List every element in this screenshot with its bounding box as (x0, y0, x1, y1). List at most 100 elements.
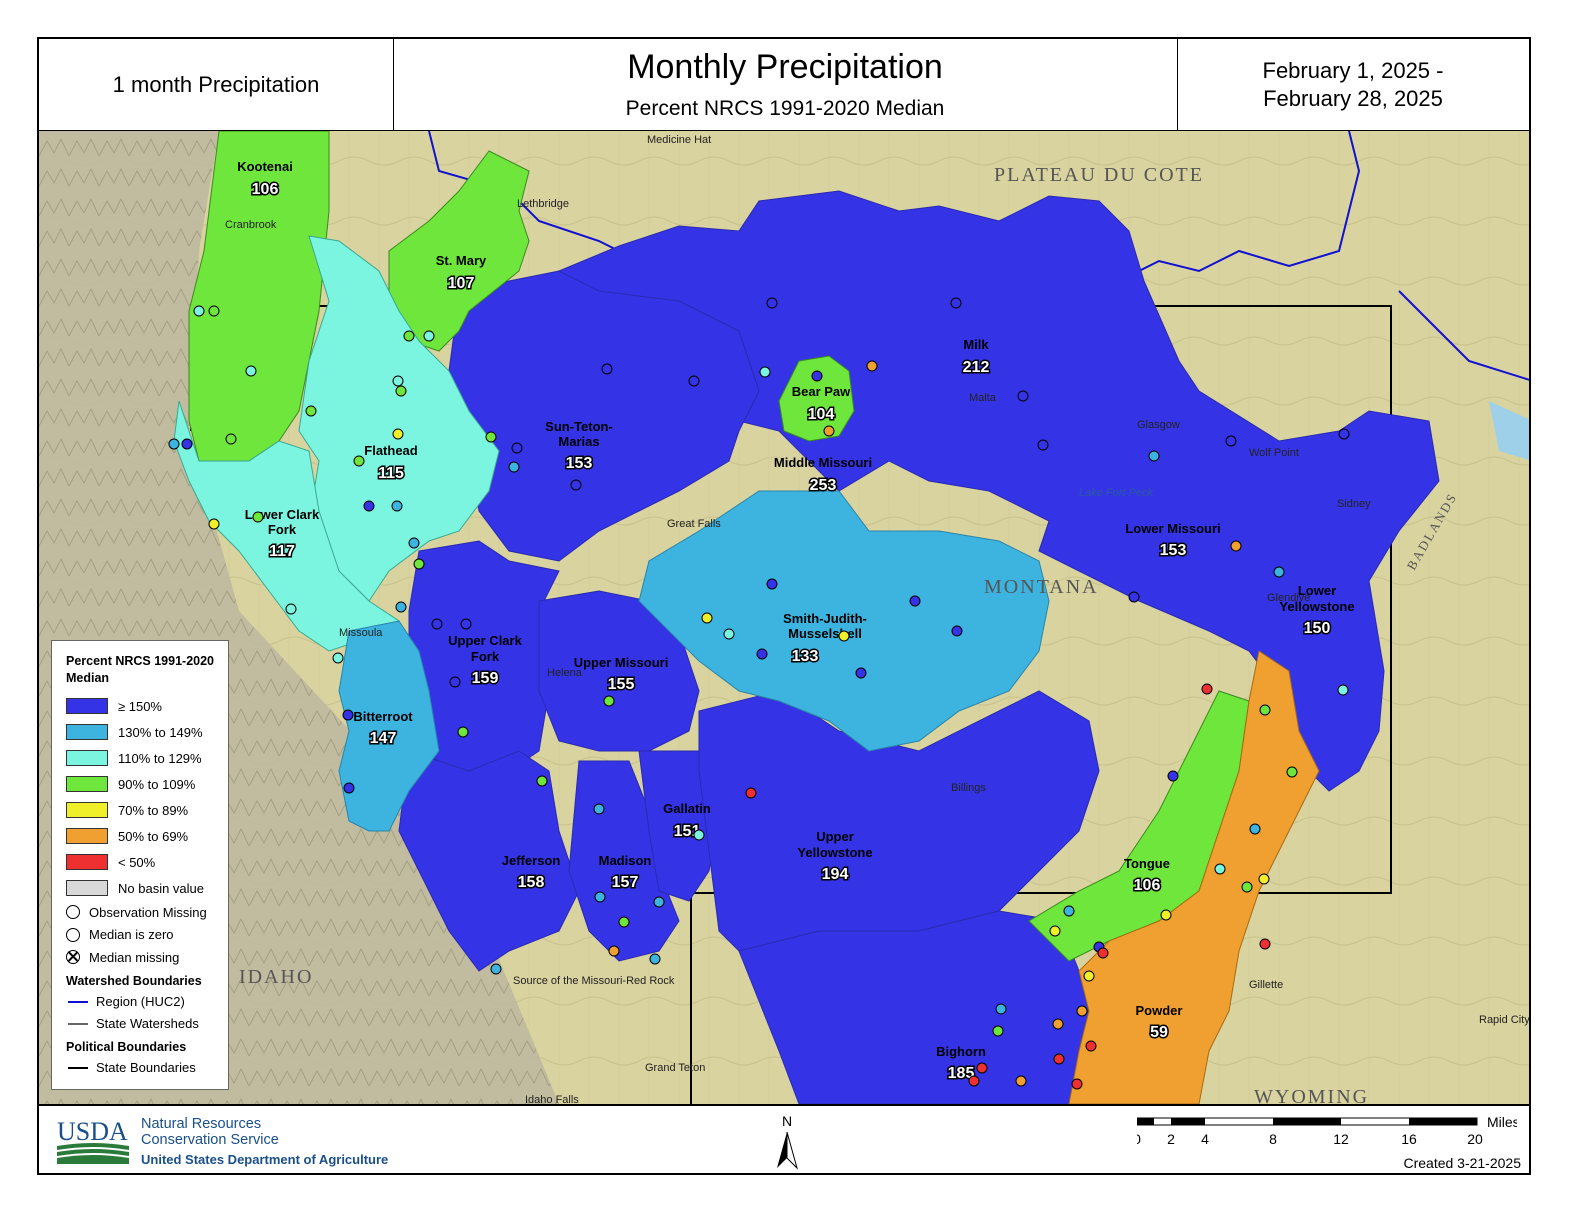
station-marker[interactable] (208, 518, 220, 530)
basin-smith-judith-musselshell[interactable] (638, 490, 1050, 752)
station-marker[interactable] (968, 1075, 980, 1087)
station-marker[interactable] (1259, 704, 1271, 716)
station-marker[interactable] (811, 370, 823, 382)
station-marker[interactable] (693, 829, 705, 841)
station-marker[interactable] (508, 461, 520, 473)
station-marker[interactable] (168, 438, 180, 450)
station-marker[interactable] (1258, 873, 1270, 885)
station-marker[interactable] (976, 1062, 988, 1074)
station-marker[interactable] (1167, 770, 1179, 782)
station-marker[interactable] (570, 479, 582, 491)
station-marker[interactable] (193, 305, 205, 317)
station-marker[interactable] (1083, 970, 1095, 982)
station-marker[interactable] (363, 500, 375, 512)
station-marker[interactable] (1085, 1040, 1097, 1052)
station-marker[interactable] (649, 953, 661, 965)
station-marker[interactable] (723, 628, 735, 640)
station-marker[interactable] (1015, 1075, 1027, 1087)
station-marker[interactable] (745, 787, 757, 799)
station-marker[interactable] (392, 428, 404, 440)
station-marker[interactable] (1259, 938, 1271, 950)
station-marker[interactable] (866, 360, 878, 372)
basin-upper-missouri[interactable] (538, 590, 700, 752)
station-marker[interactable] (181, 438, 193, 450)
station-marker[interactable] (766, 297, 778, 309)
station-marker[interactable] (1049, 925, 1061, 937)
station-marker[interactable] (408, 537, 420, 549)
station-marker[interactable] (1037, 439, 1049, 451)
station-marker[interactable] (1201, 683, 1213, 695)
station-marker[interactable] (950, 297, 962, 309)
basin-flathead[interactable] (298, 235, 500, 602)
basin-bighorn[interactable] (738, 910, 1090, 1104)
station-marker[interactable] (1230, 540, 1242, 552)
station-marker[interactable] (353, 455, 365, 467)
basin-bitterroot[interactable] (338, 620, 440, 832)
station-marker[interactable] (1214, 863, 1226, 875)
station-marker[interactable] (490, 963, 502, 975)
station-marker[interactable] (855, 667, 867, 679)
station-marker[interactable] (449, 676, 461, 688)
station-marker[interactable] (536, 775, 548, 787)
station-marker[interactable] (1148, 450, 1160, 462)
station-marker[interactable] (593, 803, 605, 815)
station-marker[interactable] (245, 365, 257, 377)
station-marker[interactable] (992, 1025, 1004, 1037)
station-marker[interactable] (608, 945, 620, 957)
station-marker[interactable] (332, 652, 344, 664)
station-marker[interactable] (1071, 1078, 1083, 1090)
station-marker[interactable] (766, 578, 778, 590)
station-marker[interactable] (395, 601, 407, 613)
basin-jefferson[interactable] (398, 750, 580, 972)
station-marker[interactable] (225, 433, 237, 445)
station-marker[interactable] (1241, 881, 1253, 893)
station-marker[interactable] (823, 425, 835, 437)
station-marker[interactable] (413, 558, 425, 570)
station-marker[interactable] (1063, 905, 1075, 917)
station-marker[interactable] (603, 695, 615, 707)
station-marker[interactable] (951, 625, 963, 637)
station-marker[interactable] (1273, 566, 1285, 578)
station-marker[interactable] (1052, 1018, 1064, 1030)
station-marker[interactable] (601, 363, 613, 375)
station-marker[interactable] (391, 500, 403, 512)
basin-bear-paw[interactable] (778, 355, 855, 442)
station-marker[interactable] (305, 405, 317, 417)
station-marker[interactable] (342, 709, 354, 721)
station-marker[interactable] (460, 618, 472, 630)
station-marker[interactable] (618, 916, 630, 928)
station-marker[interactable] (756, 648, 768, 660)
basin-powder[interactable] (1068, 650, 1320, 1104)
station-marker[interactable] (511, 442, 523, 454)
map-canvas[interactable]: PLATEAU DU COTE MONTANA IDAHO WYOMING BA… (39, 131, 1531, 1104)
station-marker[interactable] (1076, 1005, 1088, 1017)
station-marker[interactable] (485, 431, 497, 443)
station-marker[interactable] (252, 511, 264, 523)
station-marker[interactable] (1160, 909, 1172, 921)
station-marker[interactable] (909, 595, 921, 607)
station-marker[interactable] (759, 366, 771, 378)
station-marker[interactable] (423, 330, 435, 342)
station-marker[interactable] (395, 385, 407, 397)
map-area[interactable]: PLATEAU DU COTE MONTANA IDAHO WYOMING BA… (37, 131, 1531, 1104)
basin-st-mary[interactable] (388, 150, 530, 352)
station-marker[interactable] (1017, 390, 1029, 402)
station-marker[interactable] (701, 612, 713, 624)
station-marker[interactable] (1225, 435, 1237, 447)
station-marker[interactable] (343, 782, 355, 794)
station-marker[interactable] (688, 375, 700, 387)
station-marker[interactable] (594, 891, 606, 903)
station-marker[interactable] (431, 618, 443, 630)
station-marker[interactable] (653, 896, 665, 908)
station-marker[interactable] (1053, 1053, 1065, 1065)
station-marker[interactable] (392, 375, 404, 387)
station-marker[interactable] (285, 603, 297, 615)
station-marker[interactable] (995, 1003, 1007, 1015)
station-marker[interactable] (1128, 591, 1140, 603)
station-marker[interactable] (208, 305, 220, 317)
station-marker[interactable] (1097, 947, 1109, 959)
station-marker[interactable] (1338, 428, 1350, 440)
station-marker[interactable] (1337, 684, 1349, 696)
station-marker[interactable] (838, 630, 850, 642)
station-marker[interactable] (1286, 766, 1298, 778)
